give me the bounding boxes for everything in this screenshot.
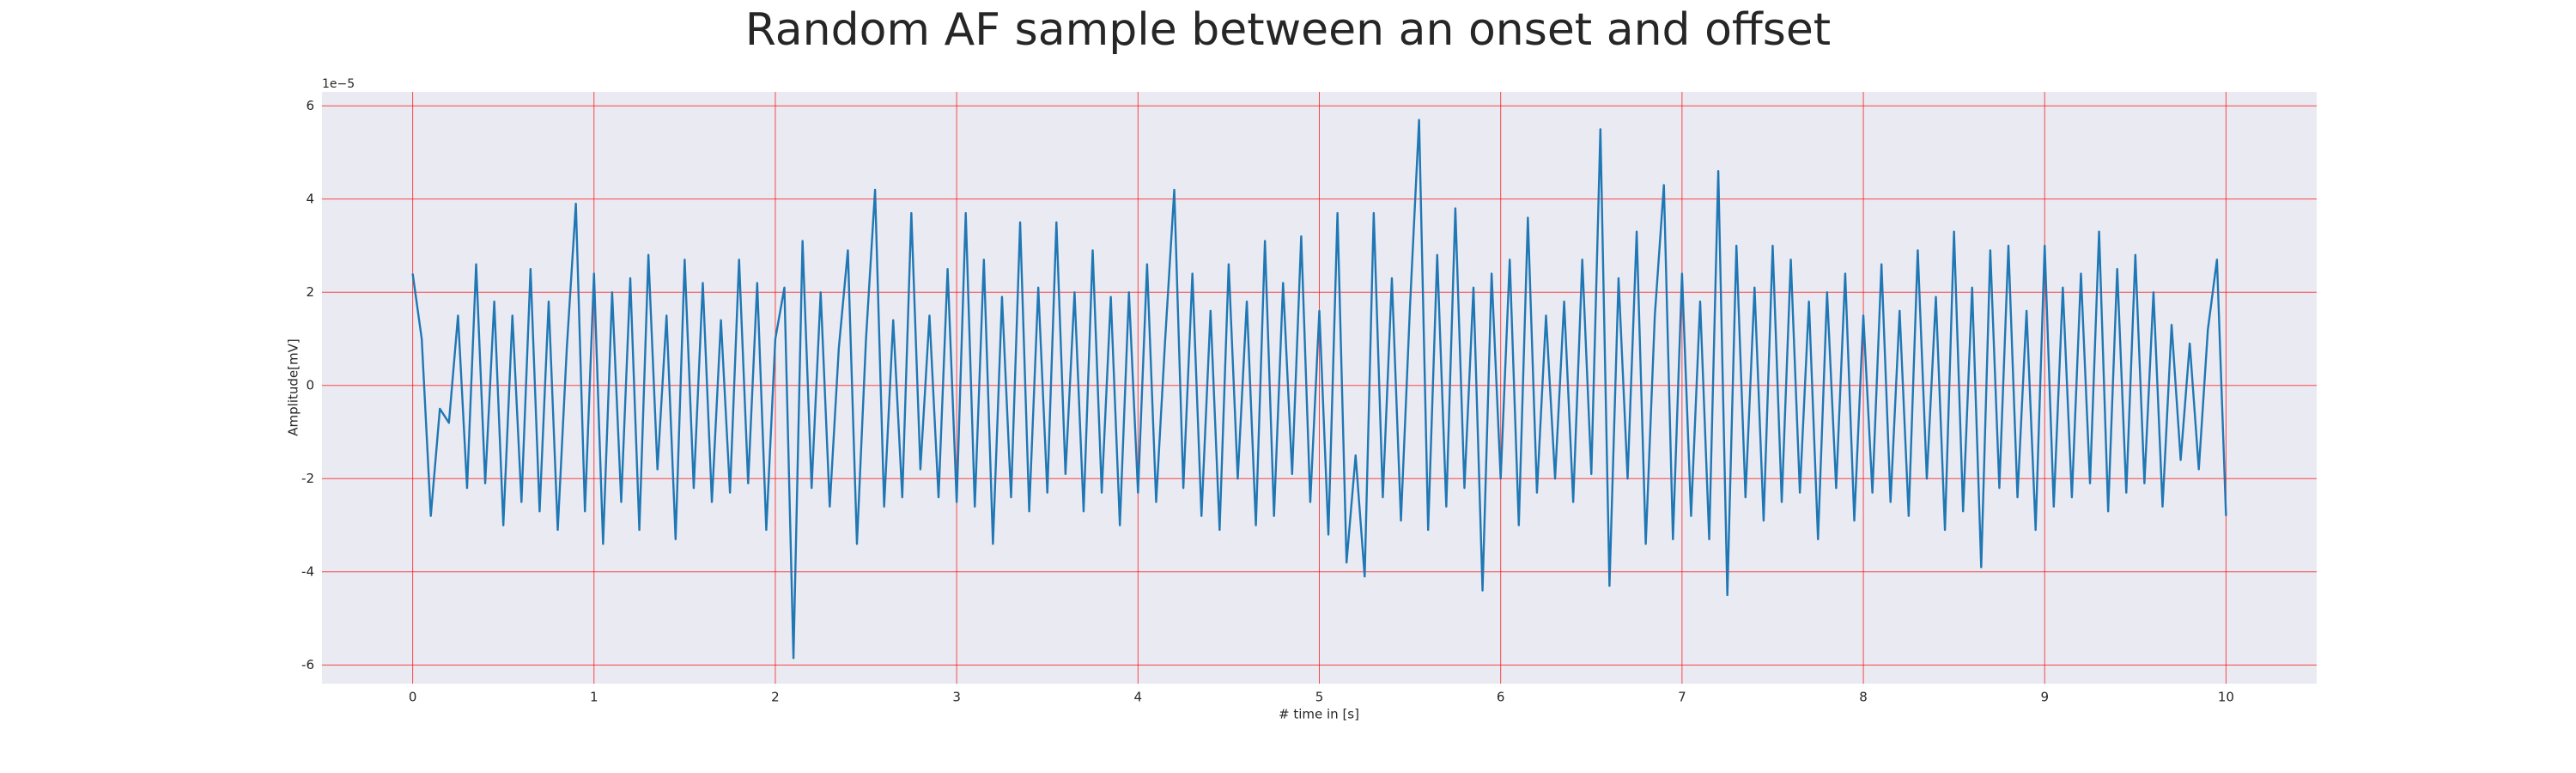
x-tick-label: 6 [1497,690,1505,705]
y-tick-label: -4 [301,563,314,579]
x-tick-label: 4 [1134,690,1143,705]
x-tick-label: 0 [409,690,417,705]
y-tick-label: 2 [306,284,314,300]
y-tick-label: 4 [306,191,314,206]
x-tick-label: 8 [1859,690,1868,705]
x-tick-label: 9 [2040,690,2049,705]
x-tick-label: 7 [1678,690,1686,705]
y-tick-label: 0 [306,377,314,393]
x-tick-label: 5 [1315,690,1324,705]
y-tick-label: -6 [301,657,314,673]
y-offset-text: 1e−5 [322,77,355,91]
y-axis-label: Amplitude[mV] [286,338,301,435]
x-tick-label: 3 [952,690,961,705]
x-tick-label: 1 [590,690,598,705]
data-line [411,119,2227,660]
chart-title: Random AF sample between an onset and of… [745,4,1831,56]
x-tick-label: 10 [2218,690,2234,705]
x-axis-label: # time in [s] [1279,707,1359,722]
x-tick-label: 2 [771,690,780,705]
y-tick-label: -2 [301,471,314,486]
y-tick-label: 6 [306,98,314,113]
